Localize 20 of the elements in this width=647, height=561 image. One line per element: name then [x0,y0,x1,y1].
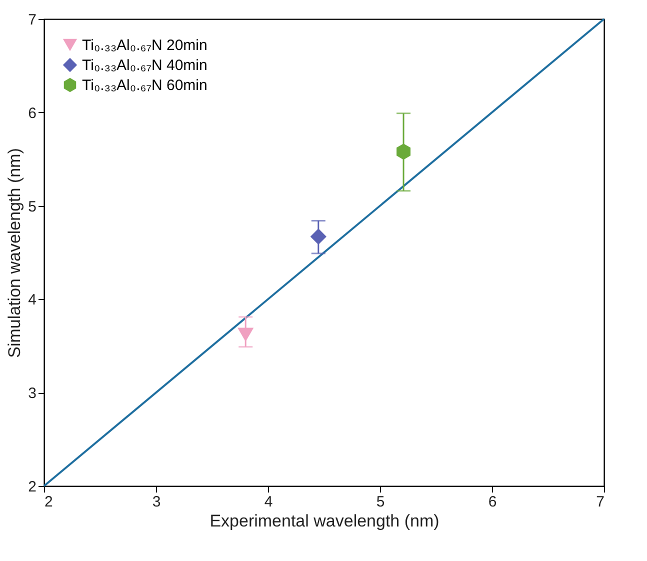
y-tick-label: 7 [28,12,36,28]
point [396,144,410,160]
x-tick-label: 2 [44,494,53,510]
legend-label: Ti₀.₃₃Al₀.₆₇N 60min [82,77,208,94]
y-tick-label: 5 [28,198,36,216]
x-tick-label: 3 [152,494,161,510]
y-axis-title: Simulation wavelength (nm) [5,148,24,358]
legend-label: Ti₀.₃₃Al₀.₆₇N 40min [82,57,208,74]
y-tick-label: 4 [28,292,36,309]
x-axis-title: Experimental wavelength (nm) [210,512,440,530]
y-tick-label: 3 [28,385,36,402]
point [310,228,326,245]
y-tick-label: 6 [28,104,36,122]
x-tick-label: 7 [596,494,604,510]
x-tick-label: 6 [488,494,497,510]
y-tick-label: 2 [28,478,36,496]
point [238,328,254,342]
x-tick-label: 4 [264,494,273,510]
legend-label: Ti₀.₃₃Al₀.₆₇N 20min [82,37,208,54]
x-tick-label: 5 [376,494,385,510]
